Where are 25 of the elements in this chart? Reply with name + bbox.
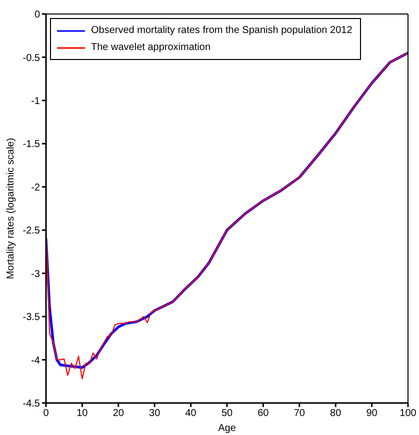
y-tick-label: -3: [31, 268, 40, 280]
x-axis-title: Age: [218, 423, 236, 434]
legend-label: Observed mortality rates from the Spanish population 2012: [91, 25, 352, 36]
x-tick-label: 40: [185, 408, 197, 420]
x-tick-label: 50: [221, 408, 233, 420]
x-tick-label: 30: [149, 408, 161, 420]
y-tick-label: -2.5: [22, 226, 40, 237]
x-tick-label: 90: [366, 408, 378, 420]
x-tick-label: 60: [258, 408, 270, 420]
x-tick-label: 0: [43, 408, 50, 420]
y-tick-label: -4.5: [22, 398, 40, 410]
y-tick-label: -1.5: [22, 139, 40, 150]
x-tick-label: 10: [76, 408, 88, 420]
y-axis-title: Mortality rates (logaritmic scale): [6, 138, 17, 280]
y-tick-label: -2: [31, 182, 40, 194]
y-tick-label: -0.5: [22, 52, 40, 64]
y-tick-label: -4: [31, 355, 40, 366]
y-tick-label: 0: [34, 10, 40, 21]
x-tick-label: 20: [112, 408, 124, 420]
legend-label: The wavelet approximation: [91, 42, 211, 53]
y-tick-label: -3.5: [22, 312, 40, 324]
x-tick-label: 80: [330, 408, 342, 420]
x-tick-label: 70: [294, 408, 306, 420]
x-tick-label: 100: [400, 408, 417, 420]
y-tick-label: -1: [31, 96, 40, 107]
